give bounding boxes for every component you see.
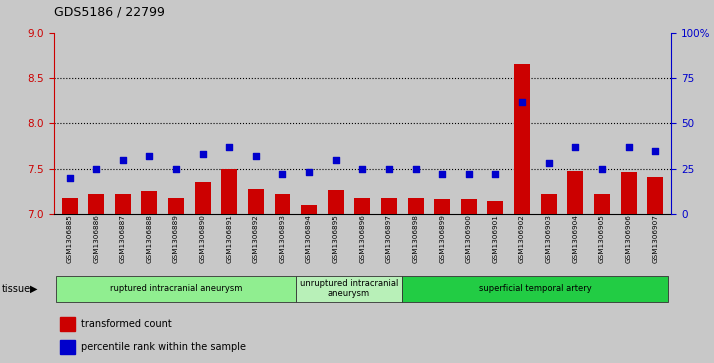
Text: GSM1306906: GSM1306906: [625, 214, 632, 263]
Bar: [461, 199, 477, 214]
Point: [410, 166, 421, 172]
Text: GSM1306887: GSM1306887: [120, 214, 126, 263]
Text: GSM1306892: GSM1306892: [253, 214, 259, 263]
Bar: [594, 194, 610, 214]
Point: [463, 171, 475, 177]
Bar: [620, 172, 637, 214]
Point: [144, 153, 155, 159]
Text: ▶: ▶: [30, 284, 38, 294]
Text: transformed count: transformed count: [81, 319, 172, 329]
Text: GSM1306888: GSM1306888: [146, 214, 152, 263]
Bar: [115, 194, 131, 214]
Point: [117, 157, 129, 163]
Point: [250, 153, 261, 159]
Text: percentile rank within the sample: percentile rank within the sample: [81, 342, 246, 352]
Text: GDS5186 / 22799: GDS5186 / 22799: [54, 5, 164, 19]
Point: [436, 171, 448, 177]
Text: GSM1306901: GSM1306901: [493, 214, 498, 263]
Text: GSM1306904: GSM1306904: [573, 214, 578, 263]
Point: [171, 166, 182, 172]
Point: [516, 99, 528, 105]
Bar: [408, 198, 423, 214]
Bar: [647, 177, 663, 214]
Text: tissue: tissue: [1, 284, 31, 294]
Bar: [60, 340, 75, 354]
Point: [490, 171, 501, 177]
Text: GSM1306894: GSM1306894: [306, 214, 312, 263]
Point: [91, 166, 102, 172]
Bar: [434, 199, 451, 214]
Bar: [488, 200, 503, 214]
Point: [543, 160, 554, 166]
Text: GSM1306898: GSM1306898: [413, 214, 418, 263]
FancyBboxPatch shape: [56, 276, 296, 302]
Text: GSM1306902: GSM1306902: [519, 214, 525, 263]
Text: GSM1306891: GSM1306891: [226, 214, 232, 263]
FancyBboxPatch shape: [402, 276, 668, 302]
Text: GSM1306895: GSM1306895: [333, 214, 338, 263]
Text: GSM1306890: GSM1306890: [200, 214, 206, 263]
Bar: [274, 194, 291, 214]
Point: [383, 166, 395, 172]
Point: [356, 166, 368, 172]
Text: GSM1306886: GSM1306886: [93, 214, 99, 263]
Point: [277, 171, 288, 177]
Text: GSM1306903: GSM1306903: [545, 214, 552, 263]
Point: [330, 157, 341, 163]
Point: [223, 144, 235, 150]
Text: GSM1306893: GSM1306893: [279, 214, 286, 263]
FancyBboxPatch shape: [296, 276, 402, 302]
Point: [64, 175, 75, 181]
Text: GSM1306900: GSM1306900: [466, 214, 472, 263]
Bar: [60, 317, 75, 331]
Point: [596, 166, 608, 172]
Bar: [301, 205, 317, 214]
Text: GSM1306907: GSM1306907: [652, 214, 658, 263]
Text: GSM1306899: GSM1306899: [439, 214, 446, 263]
Bar: [514, 65, 530, 214]
Bar: [381, 198, 397, 214]
Bar: [88, 194, 104, 214]
Point: [623, 144, 634, 150]
Bar: [195, 183, 211, 214]
Bar: [248, 189, 264, 214]
Text: superficial temporal artery: superficial temporal artery: [479, 284, 592, 293]
Bar: [221, 169, 237, 214]
Text: GSM1306897: GSM1306897: [386, 214, 392, 263]
Point: [197, 151, 208, 157]
Bar: [141, 192, 157, 214]
Point: [570, 144, 581, 150]
Text: unruptured intracranial
aneurysm: unruptured intracranial aneurysm: [300, 279, 398, 298]
Point: [303, 170, 315, 175]
Text: GSM1306896: GSM1306896: [359, 214, 366, 263]
Bar: [354, 198, 371, 214]
Text: GSM1306889: GSM1306889: [173, 214, 179, 263]
Text: GSM1306905: GSM1306905: [599, 214, 605, 263]
Point: [650, 148, 661, 154]
Bar: [168, 198, 184, 214]
Bar: [61, 198, 78, 214]
Text: GSM1306885: GSM1306885: [66, 214, 73, 263]
Bar: [568, 171, 583, 214]
Text: ruptured intracranial aneurysm: ruptured intracranial aneurysm: [110, 284, 242, 293]
Bar: [540, 194, 557, 214]
Bar: [328, 190, 343, 214]
